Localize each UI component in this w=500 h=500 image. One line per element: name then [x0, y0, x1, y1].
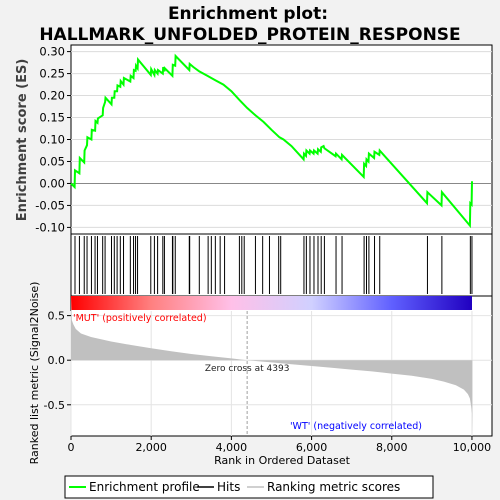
legend-label-ranking: Ranking metric scores — [267, 480, 400, 494]
enrichment-y-tick-label: 0.05 — [39, 154, 65, 168]
ranking-x-label: Rank in Ordered Dataset — [214, 454, 351, 467]
legend-label-enrichment: Enrichment profile — [89, 480, 200, 494]
ranking-x-tick-label: 8,000 — [376, 441, 408, 454]
enrichment-y-tick-label: 0.30 — [39, 45, 65, 59]
ranking-y-tick-label: 0.0 — [48, 354, 66, 367]
enrichment-y-tick-label: 0.10 — [39, 133, 65, 147]
enrichment-y-tick-label: -0.05 — [35, 198, 65, 212]
enrichment-y-tick-label: 0.20 — [39, 89, 65, 103]
enrichment-profile-line — [70, 53, 473, 229]
hits-markers — [74, 236, 473, 294]
enrichment-y-tick-label: 0.00 — [39, 176, 65, 190]
enrichment-y-tick-label: 0.25 — [39, 67, 65, 81]
enrichment-grid — [71, 51, 492, 228]
ranking-x-tick-label: 4,000 — [216, 441, 248, 454]
ranking-y-label: Ranked list metric (Signal2Noise) — [28, 282, 41, 465]
ranking-x-tick-label: 2,000 — [135, 441, 167, 454]
enrichment-panel: -0.10 -0.05 0.00 0.05 0.10 0.15 0.20 0.25 0.30 E… — [15, 44, 493, 235]
ranking-y-axis: -0.5 0.0 0.5 — [44, 310, 71, 412]
correlation-gradient-bar — [71, 296, 472, 310]
positive-correlation-label: 'MUT' (positively correlated) — [73, 313, 207, 324]
ranking-x-axis: 0 2,000 4,000 6,000 8,000 10,000 — [68, 436, 492, 454]
enrichment-y-tick-label: -0.10 — [35, 220, 65, 234]
ranking-y-tick-label: -0.5 — [44, 399, 65, 412]
zero-cross-annotation: Zero cross at 4393 — [205, 364, 290, 374]
enrichment-y-tick-label: 0.15 — [39, 111, 65, 125]
negative-correlation-label: 'WT' (negatively correlated) — [290, 421, 422, 432]
enrichment-y-label: Enrichment score (ES) — [15, 59, 30, 222]
ranking-panel: Zero cross at 4393 'MUT' (positively cor… — [28, 282, 493, 467]
chart-title-line2: HALLMARK_UNFOLDED_PROTEIN_RESPONSE — [39, 25, 460, 45]
legend-label-hits: Hits — [217, 480, 240, 494]
legend: Enrichment profile Hits Ranking metric s… — [64, 475, 434, 499]
ranking-metric-area — [71, 296, 473, 436]
hits-panel — [70, 233, 493, 297]
ranking-y-tick-label: 0.5 — [48, 310, 66, 323]
enrichment-y-axis: -0.10 -0.05 0.00 0.05 0.10 0.15 0.20 0.25 0.30 — [35, 45, 71, 234]
hits-plot-area — [70, 233, 493, 297]
chart-title-line1: Enrichment plot: — [168, 4, 328, 24]
ranking-x-tick-label: 6,000 — [296, 441, 328, 454]
ranking-x-tick-label: 10,000 — [453, 441, 492, 454]
ranking-x-tick-label: 0 — [68, 441, 75, 454]
